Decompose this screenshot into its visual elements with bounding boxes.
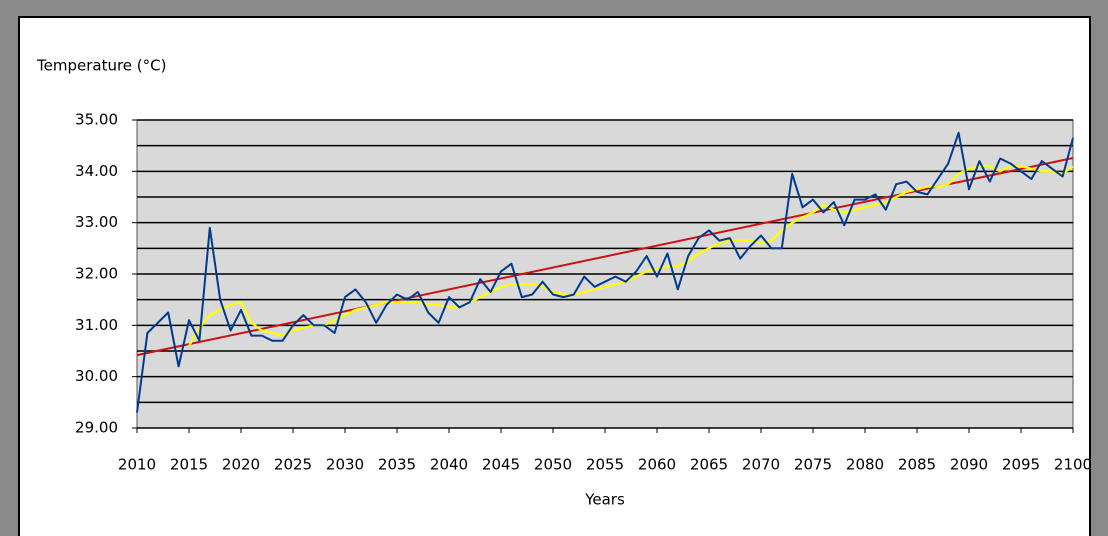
x-tick-label: 2020 — [222, 456, 260, 474]
y-tick-label: 34.00 — [75, 162, 118, 180]
x-tick-label: 2055 — [586, 456, 624, 474]
x-tick-label: 2070 — [742, 456, 780, 474]
x-tick-label: 2095 — [1002, 456, 1040, 474]
x-tick-label: 2035 — [378, 456, 416, 474]
y-tick-label: 31.00 — [75, 316, 118, 334]
x-tick-label: 2025 — [274, 456, 312, 474]
x-tick-label: 2085 — [898, 456, 936, 474]
series-line — [136, 131, 1074, 413]
x-tick-label: 2075 — [794, 456, 832, 474]
y-tick-label: 30.00 — [75, 367, 118, 385]
x-tick-label: 2060 — [638, 456, 676, 474]
y-tick-label: 29.00 — [75, 419, 118, 437]
series-line — [188, 165, 1074, 347]
x-tick-label: 2080 — [846, 456, 884, 474]
x-tick-label: 2045 — [482, 456, 520, 474]
y-axis-label: Temperature (°C) — [36, 57, 166, 75]
x-tick-label: 2065 — [690, 456, 728, 474]
y-tick-label: 35.00 — [75, 111, 118, 129]
y-tick-label: 33.00 — [75, 213, 118, 231]
x-axis-label: Years — [584, 491, 625, 509]
y-tick-label: 32.00 — [75, 265, 118, 283]
x-tick-label: 2050 — [534, 456, 572, 474]
x-tick-label: 2010 — [118, 456, 156, 474]
x-tick-label: 2015 — [170, 456, 208, 474]
x-tick-label: 2040 — [430, 456, 468, 474]
x-tick-label: 2090 — [950, 456, 988, 474]
x-tick-label: 2100 — [1054, 456, 1092, 474]
x-tick-label: 2030 — [326, 456, 364, 474]
